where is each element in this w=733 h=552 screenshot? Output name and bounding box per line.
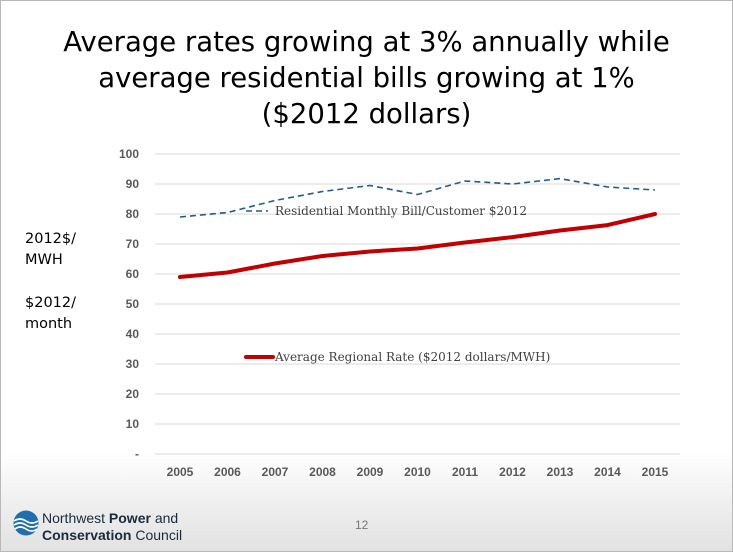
x-tick-label: 2013: [547, 465, 574, 479]
bill-unit-line-1: $2012/: [25, 295, 77, 311]
org-name: Northwest Power and Conservation Council: [42, 510, 182, 544]
y-tick-label: 10: [126, 417, 140, 431]
x-tick-label: 2011: [452, 465, 478, 479]
slide-title: Average rates growing at 3% annually whi…: [20, 24, 713, 132]
rate-unit-line-1: 2012$/: [25, 231, 77, 247]
x-tick-label: 2007: [262, 465, 289, 479]
y-tick-label: 50: [126, 297, 140, 311]
title-line-3: ($2012 dollars): [261, 98, 472, 130]
y-tick-label: 30: [126, 357, 140, 371]
x-tick-label: 2009: [357, 465, 384, 479]
y-tick-label: 60: [126, 267, 140, 281]
y-tick-label: 20: [126, 387, 140, 401]
y-tick-label: -: [135, 447, 139, 461]
y-tick-label: 100: [119, 147, 139, 161]
legend-label: Residential Monthly Bill/Customer $2012: [275, 204, 527, 218]
page-number: 12: [355, 518, 369, 532]
org-name-bold: Conservation: [42, 527, 132, 543]
x-tick-label: 2006: [214, 465, 241, 479]
bill-unit-line-2: month: [25, 316, 73, 332]
x-tick-label: 2012: [499, 465, 526, 479]
y-tick-label: 40: [126, 327, 140, 341]
x-tick-label: 2005: [167, 465, 194, 479]
series-line-regional-rate: [178, 212, 657, 279]
series-lines: [178, 177, 657, 279]
org-name-part: Council: [131, 527, 183, 543]
rate-unit-label: 2012$/ MWH: [25, 229, 76, 271]
title-line-2: average residential bills growing at 1%: [98, 62, 635, 94]
x-tick-label: 2014: [594, 465, 621, 479]
org-name-bold: Power: [108, 510, 151, 526]
x-axis-ticks: 2005 2006 2007 2008 2009 2010 2011 2012 2013 2014…: [167, 465, 669, 479]
wave-globe-icon: [13, 510, 39, 536]
org-name-part: Northwest: [42, 510, 109, 526]
x-tick-label: 2015: [642, 465, 669, 479]
y-axis-ticks: - 10 20 30 40 50 60 70 80 90 100: [119, 147, 139, 461]
gridlines: [155, 153, 680, 455]
x-tick-label: 2008: [309, 465, 336, 479]
y-tick-label: 70: [126, 237, 140, 251]
rate-unit-line-2: MWH: [25, 252, 63, 268]
legend-annotations: Residential Monthly Bill/Customer $2012 A…: [244, 204, 550, 364]
legend-label: Average Regional Rate ($2012 dollars/MWH…: [274, 350, 550, 364]
bill-unit-label: $2012/ month: [25, 293, 76, 335]
x-tick-label: 2010: [404, 465, 431, 479]
org-name-part: and: [150, 510, 179, 526]
y-tick-label: 80: [126, 207, 140, 221]
y-tick-label: 90: [126, 177, 140, 191]
series-line-residential-bill: [179, 177, 656, 218]
title-line-1: Average rates growing at 3% annually whi…: [63, 26, 670, 58]
